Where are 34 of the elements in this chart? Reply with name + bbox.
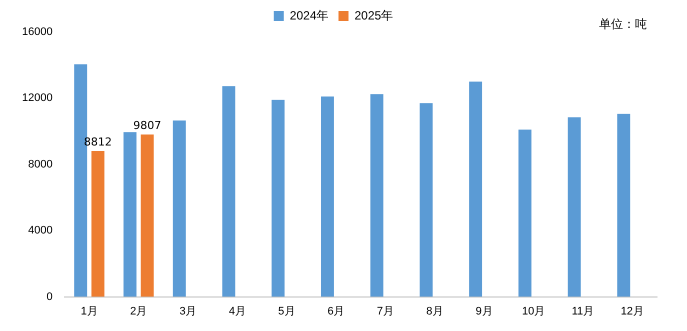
- bar: [469, 82, 482, 297]
- bar: [222, 86, 236, 297]
- bar: [172, 120, 186, 297]
- y-tick-label: 4000: [28, 224, 53, 237]
- x-tick-label: 5月: [278, 305, 296, 318]
- x-tick-label: 8月: [426, 305, 444, 318]
- bar: [320, 96, 334, 297]
- x-tick-label: 2月: [130, 305, 148, 318]
- x-tick-label: 11月: [572, 305, 594, 318]
- text: 单位：吨: [599, 16, 647, 33]
- bar: [617, 114, 630, 297]
- x-tick-label: 3月: [179, 305, 197, 318]
- x-tick-label: 10月: [522, 305, 546, 318]
- x-tick-label: 12月: [620, 305, 644, 318]
- bar: [272, 100, 285, 297]
- y-tick-label: 16000: [22, 26, 53, 38]
- legend-label: 2024年: [290, 8, 329, 22]
- bar: [91, 150, 104, 297]
- y-tick-label: 12000: [22, 92, 53, 104]
- x-tick-label: 7月: [376, 305, 394, 318]
- y-tick-label: 8000: [28, 158, 53, 170]
- bar: [370, 94, 384, 297]
- x-tick-label: 1月: [80, 305, 98, 318]
- bar: [420, 103, 433, 297]
- x-tick-label: 9月: [476, 305, 493, 318]
- data-label: 9807: [133, 118, 162, 132]
- y-tick-label: 0: [46, 290, 53, 303]
- bar: [124, 132, 136, 297]
- bar: [518, 130, 532, 297]
- x-tick-label: 6月: [328, 305, 345, 318]
- x-tick-label: 4月: [228, 305, 246, 318]
- legend-label: 2025年: [354, 8, 394, 22]
- bar: [140, 134, 154, 297]
- bar: [568, 117, 581, 297]
